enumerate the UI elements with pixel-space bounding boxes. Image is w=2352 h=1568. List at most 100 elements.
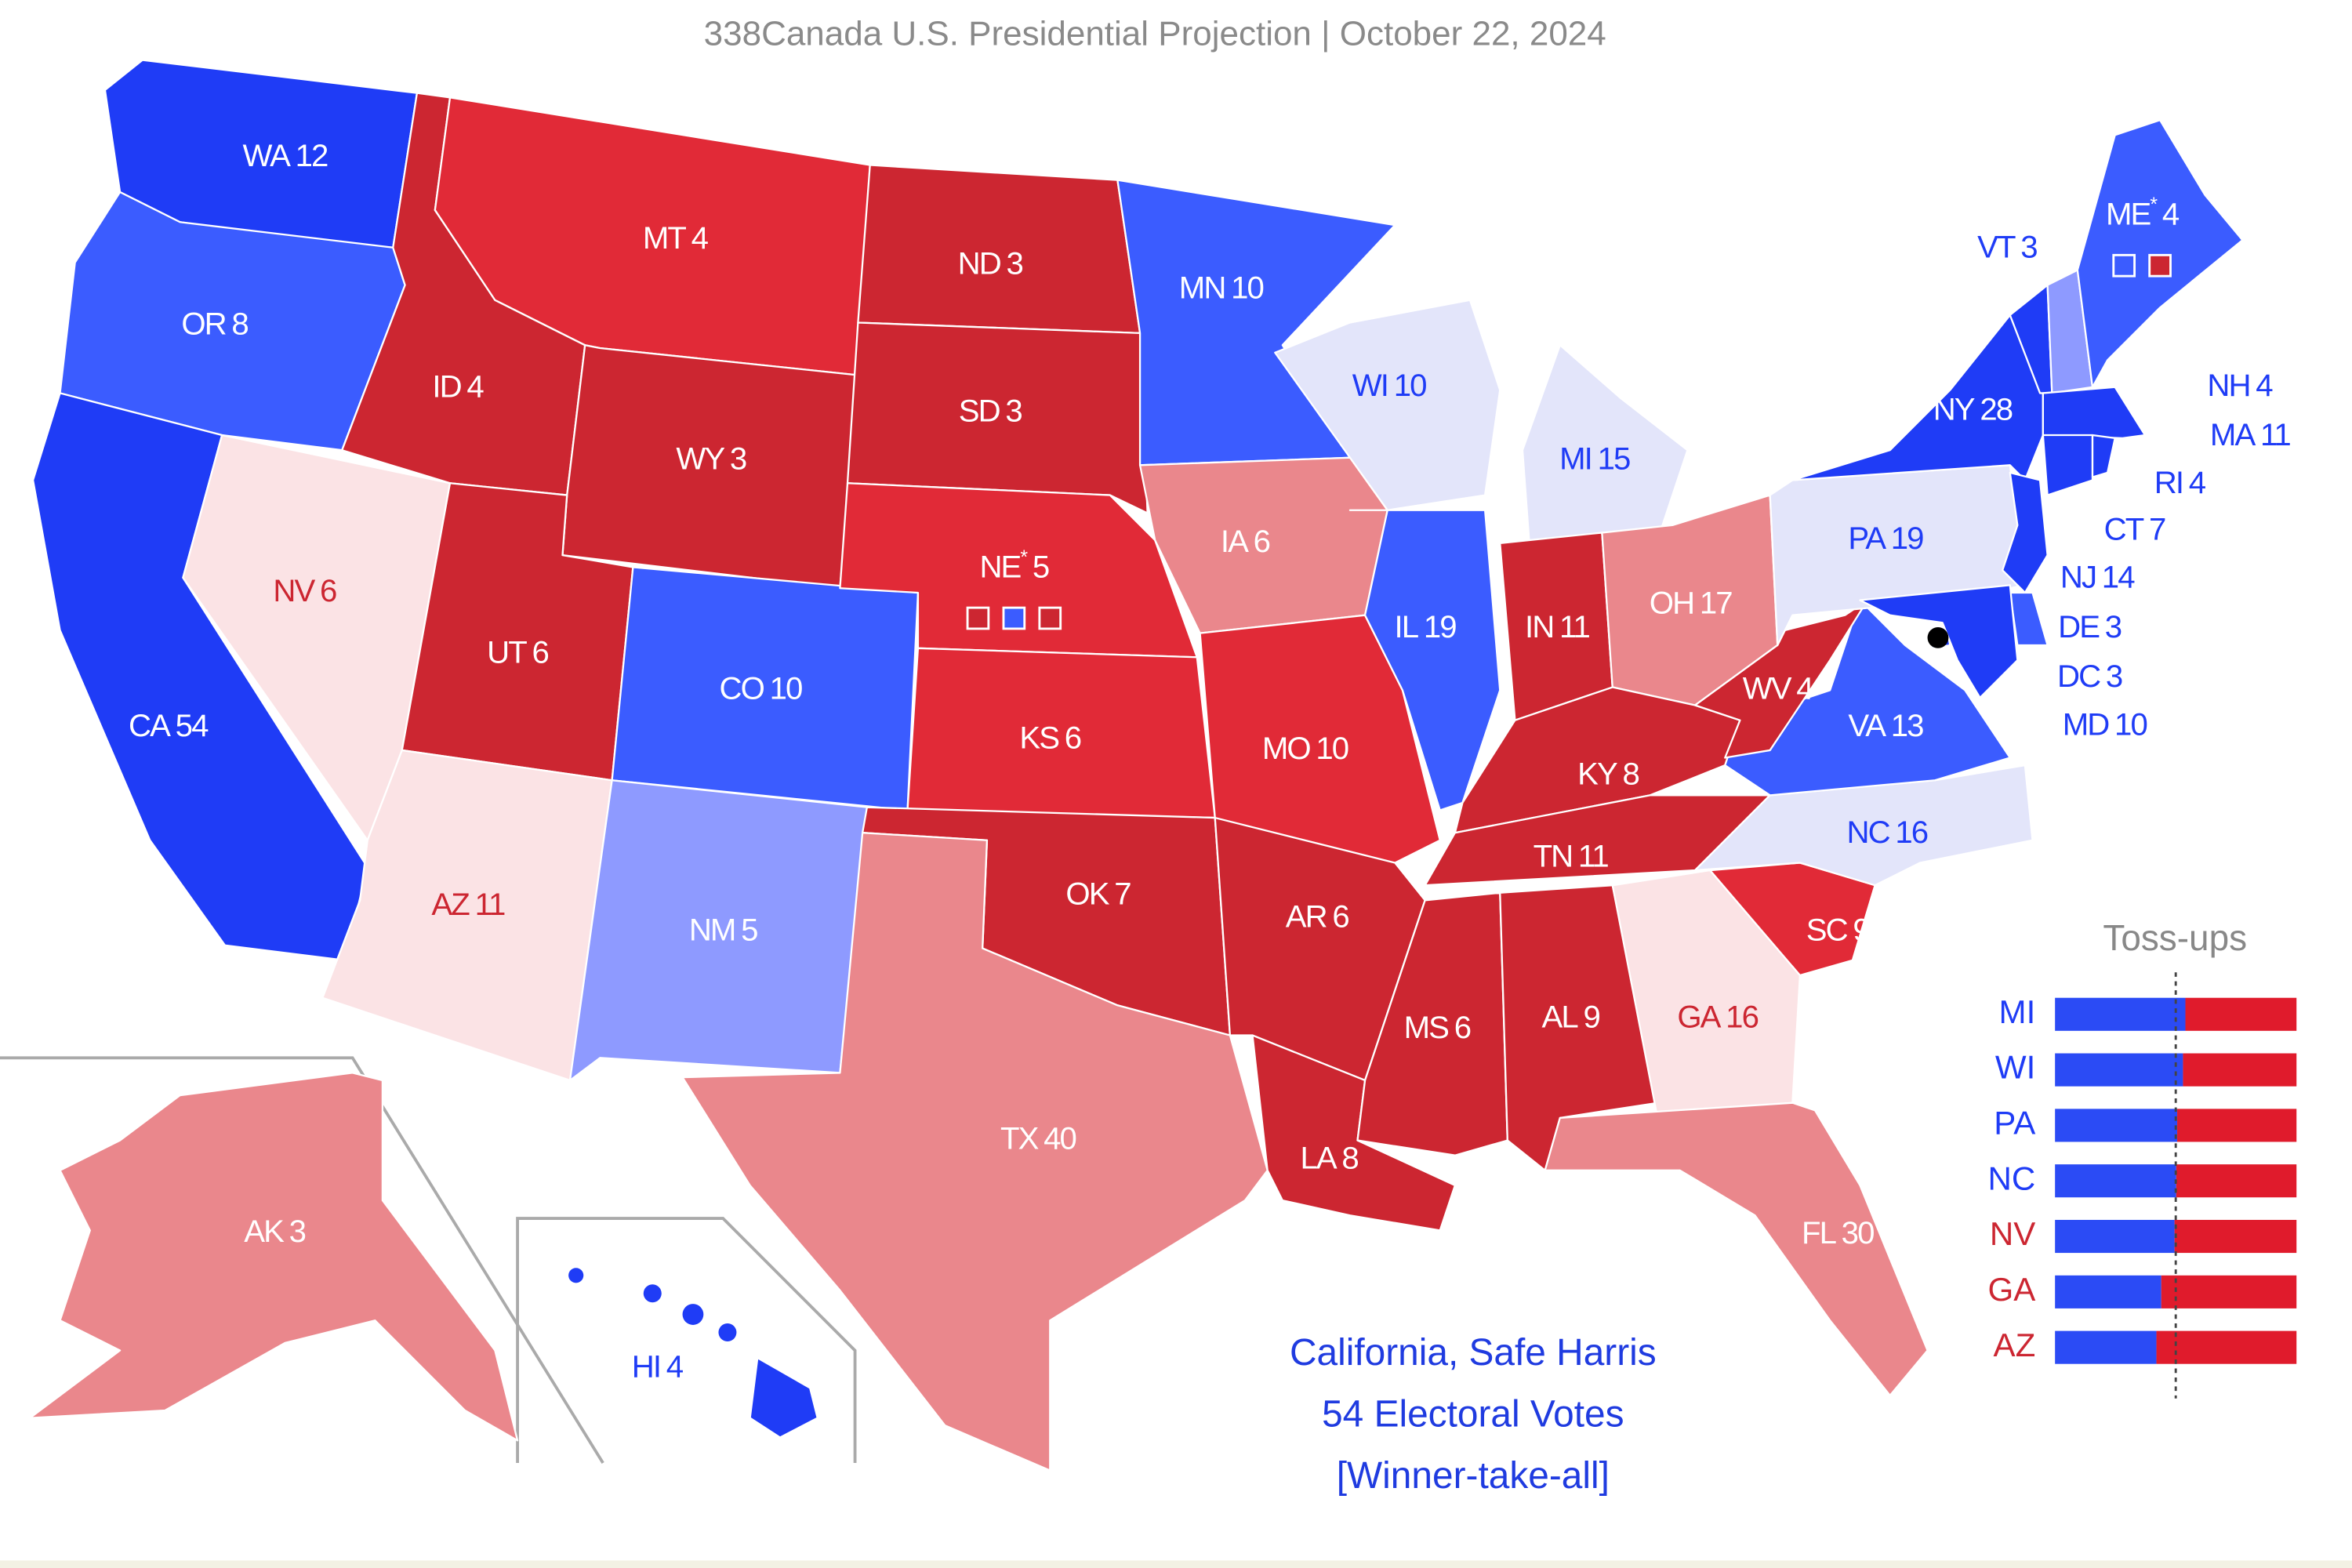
state-label: NV 6 [273, 573, 336, 608]
tossup-bar-harris [2055, 1053, 2183, 1087]
state-votes: 40 [1044, 1120, 1076, 1156]
state-votes: 9 [1583, 999, 1599, 1034]
bottom-stripe [0, 1560, 2352, 1568]
state-abbr: NV [273, 573, 315, 608]
tossup-bar-trump [2156, 1330, 2297, 1364]
state-abbr: WV [1743, 670, 1792, 706]
state-votes: 16 [1726, 999, 1758, 1034]
state-label: OR 8 [181, 306, 248, 341]
state-votes: 8 [1623, 756, 1639, 791]
state-abbr: UT [487, 634, 527, 670]
tossup-bar-trump [2161, 1275, 2297, 1308]
annotation: 54 Electoral Votes [1322, 1393, 1624, 1435]
tossup-bar-harris [2055, 1275, 2161, 1308]
district-box [2148, 253, 2172, 278]
tossup-state: NV [1990, 1215, 2035, 1252]
state-abbr: NJ [2060, 559, 2096, 594]
state-label: TN 11 [1534, 838, 1609, 873]
state-abbr: LA [1300, 1140, 1337, 1175]
tossup-bar-trump [2176, 1164, 2297, 1198]
tossup-bar-harris [2055, 997, 2186, 1031]
island [682, 1304, 704, 1325]
state-label: WV 4 [1743, 670, 1814, 706]
state-label: NC 16 [1847, 815, 1928, 850]
state-votes: 4 [1796, 670, 1813, 706]
state-abbr: AZ [431, 887, 470, 922]
state-abbr: OR [181, 306, 226, 341]
state-abbr: MO [1262, 731, 1311, 766]
state-label: WA 12 [243, 138, 328, 173]
state-label: CT 7 [2104, 511, 2165, 546]
state-label: MS 6 [1404, 1010, 1471, 1045]
state-votes: 3 [1006, 245, 1022, 281]
state-label: MA 11 [2210, 417, 2291, 452]
state-label: SD 3 [959, 393, 1022, 428]
state-votes: 7 [2149, 511, 2165, 546]
tossup-state: WI [1995, 1049, 2035, 1086]
district-box [966, 606, 990, 630]
state-label: WI 10 [1352, 367, 1426, 402]
state [2076, 118, 2244, 388]
inset-border [516, 1217, 857, 1464]
state-abbr: NY [1933, 391, 1975, 426]
state-label: NJ 14 [2060, 559, 2135, 594]
state-votes: 6 [1065, 720, 1081, 755]
state-votes: 28 [1980, 391, 2012, 426]
state-votes: 4 [666, 1348, 684, 1384]
state-label: SC 9 [1806, 912, 1870, 947]
state-abbr: ND [958, 245, 1001, 281]
tossup-state: AZ [1994, 1327, 2036, 1363]
state-abbr: TX [1000, 1120, 1039, 1156]
state-abbr: AL [1541, 999, 1578, 1034]
state-votes: 19 [1891, 521, 1923, 556]
island [643, 1284, 662, 1303]
state-votes: 10 [1231, 270, 1263, 305]
state-label: NY 28 [1933, 391, 2013, 426]
state-abbr: GA [1677, 999, 1721, 1034]
state-votes: 19 [1424, 609, 1456, 644]
state [2091, 434, 2116, 478]
state-abbr: MD [2063, 706, 2110, 742]
state-votes: 8 [231, 306, 248, 341]
state [1274, 299, 1501, 511]
state-abbr: KS [1019, 720, 1058, 755]
state-abbr: MN [1179, 270, 1225, 305]
state-abbr: CO [720, 670, 764, 706]
state-votes: 4 [2189, 465, 2206, 500]
state-abbr: DC [2057, 659, 2100, 694]
state-label: ID 4 [432, 368, 484, 404]
inset-border [0, 1056, 604, 1465]
state-abbr: WA [243, 138, 292, 173]
tossup-bar-harris [2055, 1164, 2176, 1198]
tossups-title: Toss-ups [2103, 917, 2247, 958]
state-abbr: PA [1848, 521, 1886, 556]
state [611, 566, 920, 811]
state-label: AL 9 [1541, 999, 1599, 1034]
state [568, 779, 869, 1082]
state-label: WY 3 [676, 441, 746, 476]
state-abbr: MI [1559, 441, 1592, 476]
state-votes: 11 [2260, 417, 2290, 452]
dc-dot [1927, 627, 1949, 648]
state-votes: 6 [1254, 523, 1270, 558]
tossup-state: PA [1994, 1105, 2035, 1142]
tossup-bar-trump [2174, 1219, 2297, 1254]
tossup-bar-trump [2185, 997, 2297, 1031]
state-votes: 15 [1598, 441, 1630, 476]
state-label: NE* 5 [979, 546, 1048, 584]
annotation: California, Safe Harris [1290, 1332, 1657, 1374]
tossup-state: GA [1988, 1271, 2036, 1308]
state-abbr: CA [129, 708, 171, 743]
state-abbr: AR [1286, 898, 1327, 934]
states [29, 59, 2244, 1472]
state-abbr: SC [1806, 912, 1848, 947]
state-label: OK 7 [1065, 876, 1131, 911]
asterisk: * [2150, 194, 2158, 216]
state-abbr: FL [1802, 1215, 1837, 1250]
state-abbr: AK [244, 1214, 285, 1249]
tossup-bar-harris [2055, 1219, 2175, 1254]
state-votes: 6 [320, 573, 336, 608]
state-votes: 11 [475, 887, 505, 922]
state-abbr: CT [2104, 511, 2144, 546]
